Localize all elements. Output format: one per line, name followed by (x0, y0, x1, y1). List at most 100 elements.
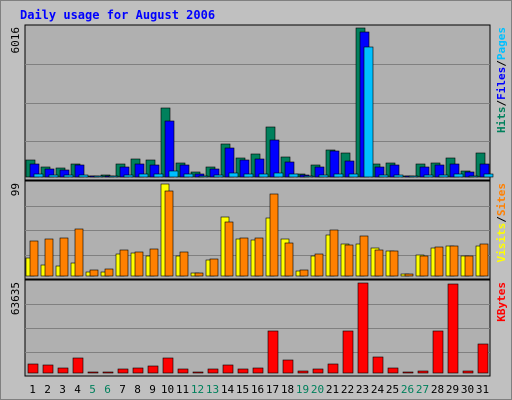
day-label-16: 16 (251, 383, 264, 396)
bar-sites-day-30 (464, 255, 474, 277)
bar-files-day-17 (269, 139, 280, 178)
bar-sites-day-7 (119, 249, 129, 277)
day-label-24: 24 (371, 383, 385, 396)
bar-pages-day-22 (348, 173, 359, 178)
bar-kbytes-day-25 (387, 367, 399, 374)
bar-kbytes-day-17 (267, 330, 279, 374)
day-label-18: 18 (281, 383, 294, 396)
legend-separator: / (495, 60, 508, 67)
bar-files-day-14 (224, 147, 235, 178)
day-label-8: 8 (134, 383, 141, 396)
bar-sites-day-17 (269, 193, 279, 277)
y-max-label: 99 (9, 183, 22, 196)
bar-kbytes-day-5 (87, 371, 99, 374)
bar-sites-day-20 (314, 253, 324, 277)
day-label-10: 10 (161, 383, 174, 396)
bar-kbytes-day-2 (42, 364, 54, 374)
series-kbytes (27, 282, 489, 374)
day-label-29: 29 (446, 383, 459, 396)
bar-kbytes-day-7 (117, 368, 129, 374)
day-label-28: 28 (431, 383, 444, 396)
bar-kbytes-day-14 (222, 364, 234, 374)
bar-sites-day-11 (179, 251, 189, 277)
bar-pages-day-1 (33, 173, 44, 178)
day-label-12: 12 (191, 383, 204, 396)
y-max-label: 63635 (9, 282, 22, 315)
bar-sites-day-8 (134, 251, 144, 277)
bar-kbytes-day-20 (312, 368, 324, 374)
bar-sites-day-31 (479, 243, 489, 277)
day-label-23: 23 (356, 383, 369, 396)
day-label-14: 14 (221, 383, 235, 396)
day-label-25: 25 (386, 383, 399, 396)
bar-pages-day-6 (108, 175, 119, 178)
series-sites (29, 190, 489, 277)
bar-sites-day-10 (164, 190, 174, 277)
legend: KBytes (495, 282, 508, 322)
bar-sites-day-14 (224, 221, 234, 277)
bar-pages-day-28 (438, 174, 449, 178)
bar-pages-day-13 (213, 174, 224, 178)
bar-pages-day-9 (153, 173, 164, 178)
bar-pages-day-17 (273, 172, 284, 178)
bar-kbytes-day-13 (207, 368, 219, 374)
legend-files: Files (495, 67, 508, 100)
day-label-3: 3 (59, 383, 66, 396)
bar-pages-day-26 (408, 175, 419, 178)
bar-kbytes-day-8 (132, 367, 144, 374)
bar-pages-day-29 (453, 173, 464, 178)
day-label-1: 1 (29, 383, 36, 396)
bar-pages-day-5 (93, 175, 104, 178)
bar-sites-day-29 (449, 245, 459, 277)
bar-pages-day-2 (48, 174, 59, 178)
bar-kbytes-day-1 (27, 363, 39, 374)
bar-sites-day-3 (59, 237, 69, 277)
bar-kbytes-day-22 (342, 330, 354, 374)
bar-sites-day-22 (344, 244, 354, 277)
bar-sites-day-26 (404, 273, 414, 277)
bar-sites-day-12 (194, 272, 204, 277)
bar-pages-day-15 (243, 173, 254, 178)
bar-pages-day-31 (483, 173, 494, 178)
day-label-30: 30 (461, 383, 474, 396)
bar-pages-day-7 (123, 174, 134, 178)
bar-sites-day-25 (389, 250, 399, 277)
bar-sites-day-13 (209, 258, 219, 277)
panel-kbytes: 63635 KBytes (9, 279, 508, 377)
bar-kbytes-day-12 (192, 371, 204, 374)
day-label-26: 26 (401, 383, 414, 396)
bar-kbytes-day-27 (417, 370, 429, 374)
bar-sites-day-19 (299, 269, 309, 277)
bar-kbytes-day-15 (237, 368, 249, 374)
bar-pages-day-25 (393, 174, 404, 178)
bar-pages-day-8 (138, 173, 149, 178)
bar-sites-day-2 (44, 238, 54, 277)
bar-pages-day-30 (468, 175, 479, 178)
bar-kbytes-day-31 (477, 343, 489, 374)
bar-kbytes-day-19 (297, 370, 309, 374)
series-pages (33, 46, 494, 178)
bar-pages-day-16 (258, 173, 269, 178)
bar-sites-day-1 (29, 240, 39, 277)
bar-files-day-10 (164, 120, 175, 178)
bar-sites-day-9 (149, 248, 159, 277)
day-label-9: 9 (149, 383, 156, 396)
legend-kbytes: KBytes (495, 282, 508, 322)
bar-pages-day-27 (423, 174, 434, 178)
legend: Hits/Files/Pages (495, 27, 508, 133)
bar-pages-day-12 (198, 175, 209, 178)
bar-pages-day-14 (228, 172, 239, 178)
bar-sites-day-23 (359, 235, 369, 277)
day-label-27: 27 (416, 383, 429, 396)
bar-kbytes-day-11 (177, 368, 189, 374)
bar-pages-day-10 (168, 170, 179, 178)
legend-separator: / (495, 216, 508, 223)
bar-sites-day-4 (74, 228, 84, 277)
day-label-19: 19 (296, 383, 309, 396)
bar-kbytes-day-18 (282, 359, 294, 374)
day-label-2: 2 (44, 383, 51, 396)
day-label-17: 17 (266, 383, 279, 396)
legend-visits: Visits (495, 223, 508, 263)
